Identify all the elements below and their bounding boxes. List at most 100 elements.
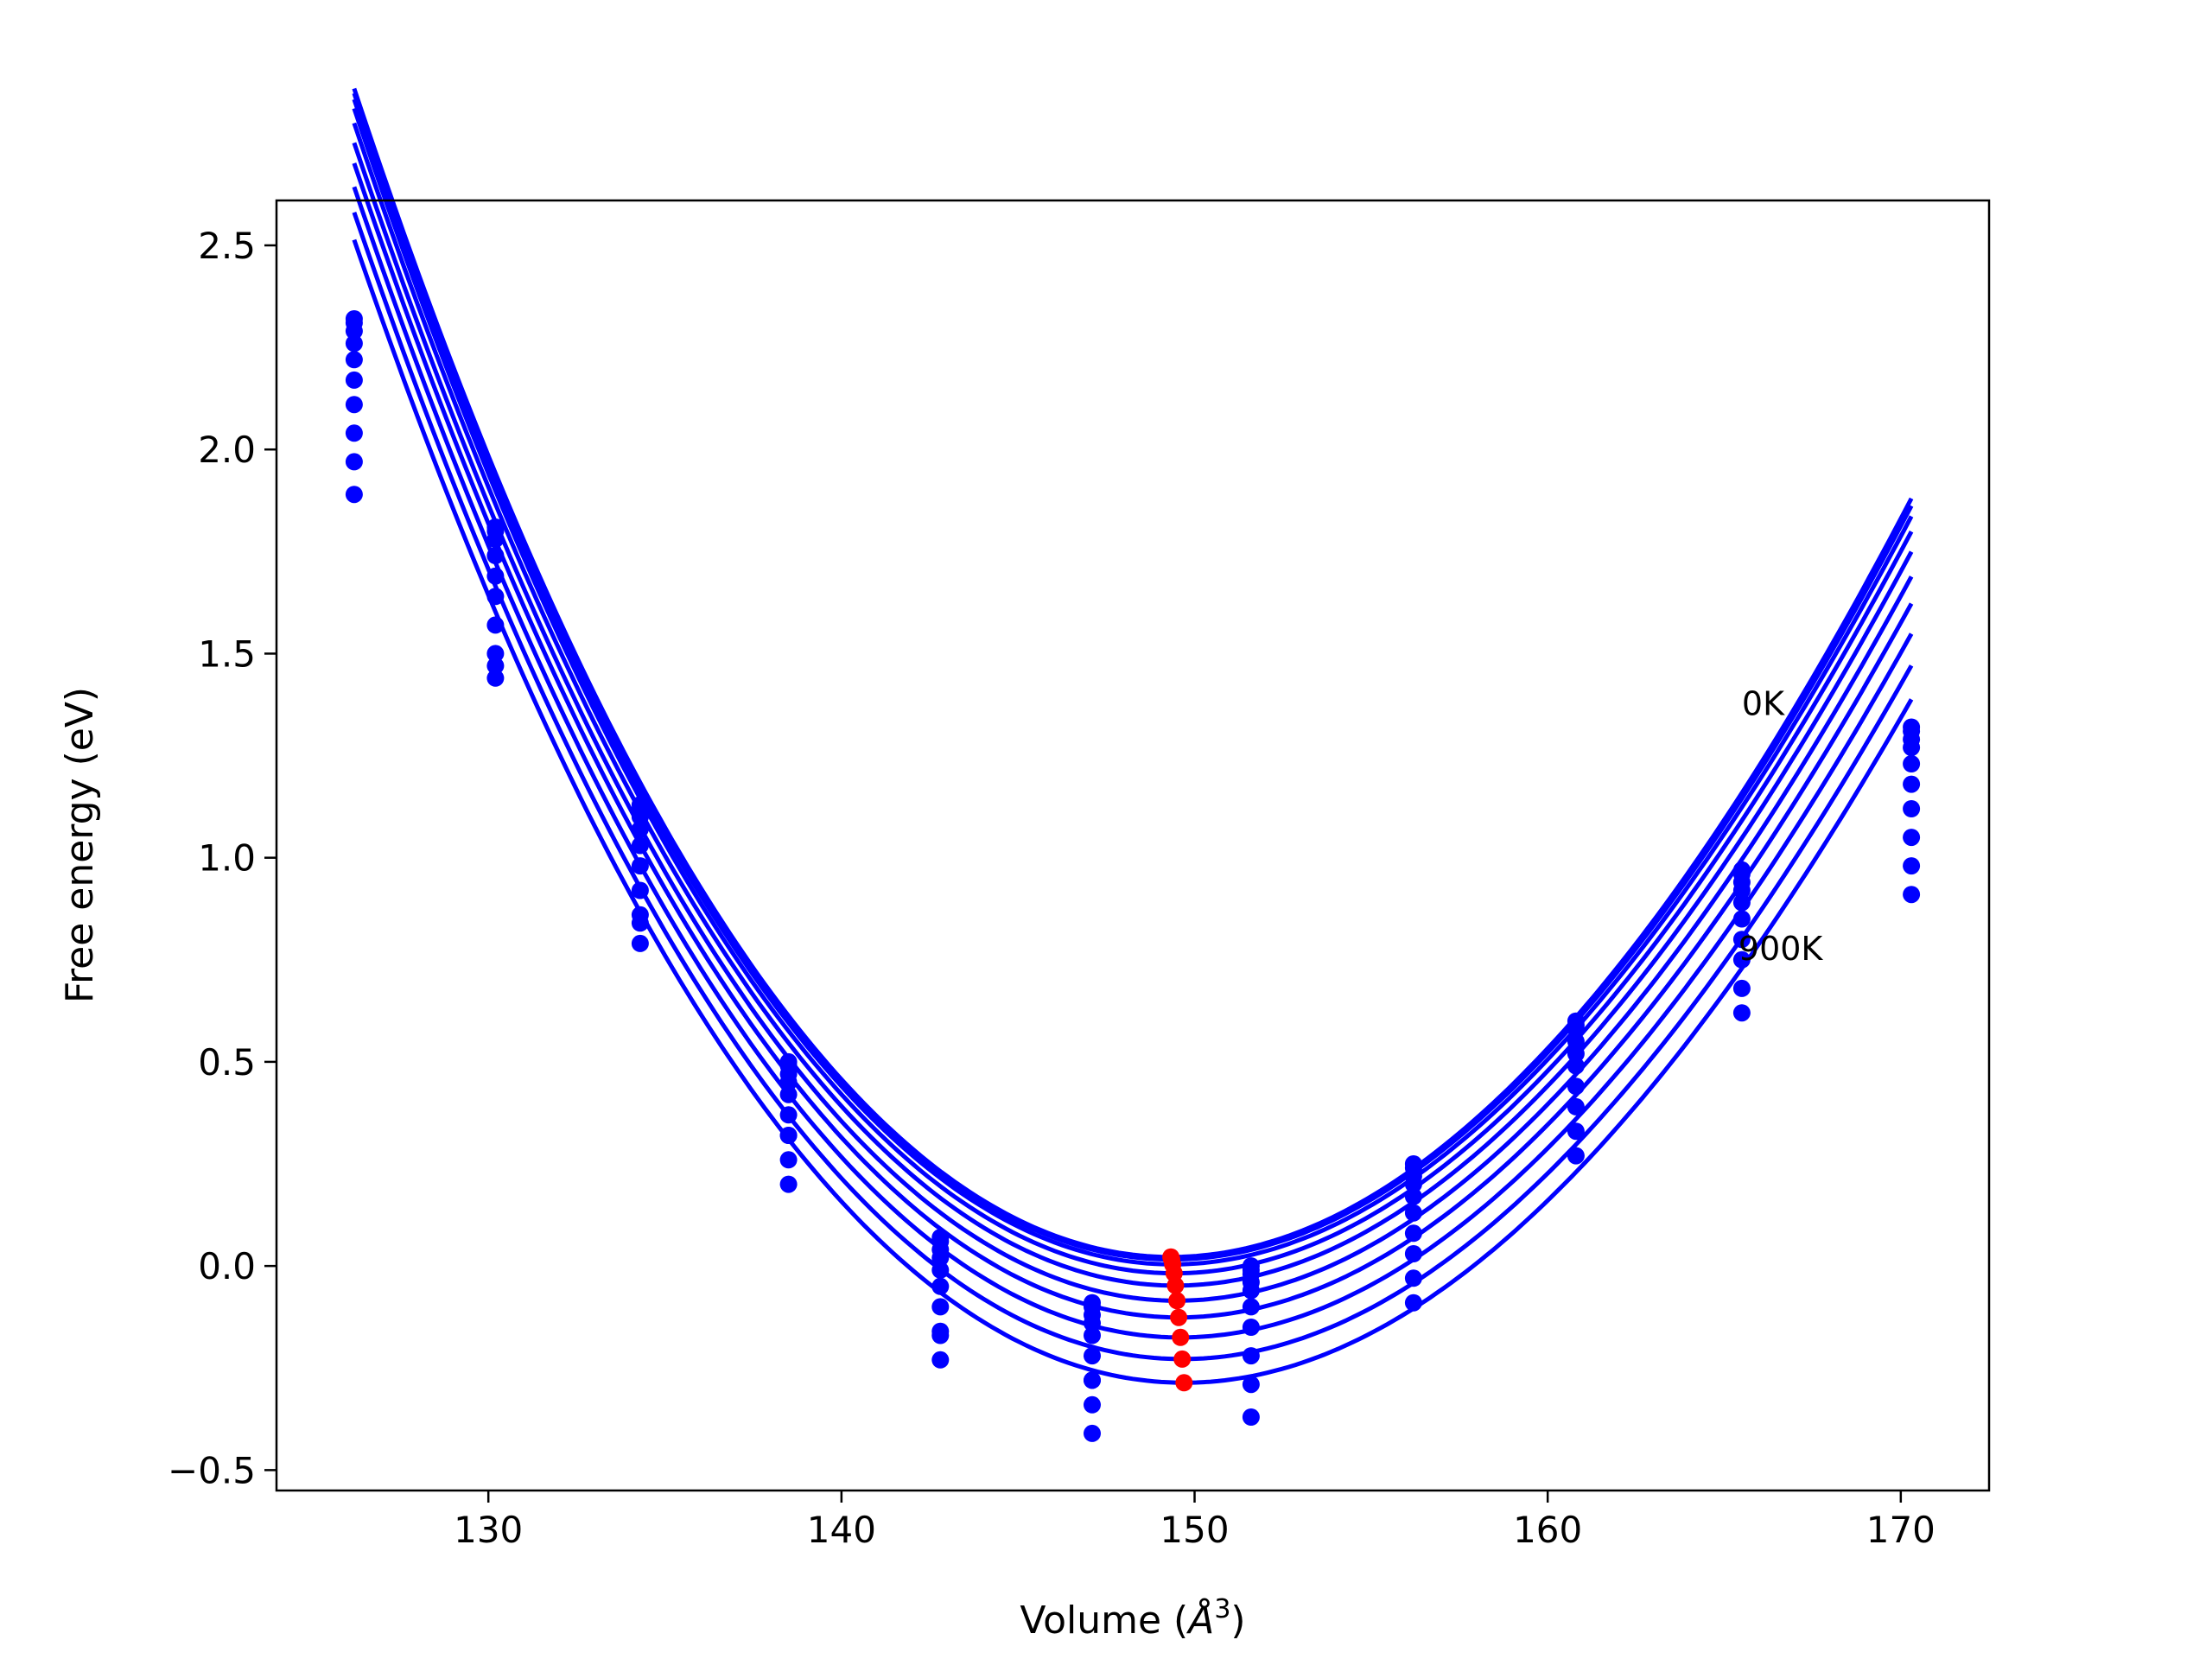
data-point (1567, 1122, 1585, 1141)
data-point (486, 669, 505, 687)
data-point (1567, 1045, 1585, 1063)
minimum-point (1166, 1276, 1185, 1294)
y-axis-label: Free energy (eV) (58, 687, 102, 1003)
data-point (631, 820, 649, 838)
data-point (631, 914, 649, 932)
y-axis-ticks: −0.5 0.0 0.5 1.0 1.5 2.0 2.5 (168, 225, 276, 1491)
data-point (1567, 1077, 1585, 1096)
minimum-point (1168, 1292, 1186, 1310)
x-axis-label-exponent: 3 (1214, 1594, 1230, 1624)
data-point (1732, 931, 1751, 949)
y-tick-label: 0.5 (198, 1041, 256, 1084)
x-tick-label: 160 (1513, 1509, 1582, 1551)
data-point (1903, 800, 1921, 817)
data-point (779, 1085, 798, 1103)
annotation-label: 900K (1738, 930, 1824, 968)
y-tick-label: 1.5 (198, 632, 256, 675)
data-point (931, 1277, 950, 1295)
fit-curve-8 (352, 211, 1914, 1362)
data-point (1404, 1175, 1422, 1193)
fit-curve-2 (352, 99, 1914, 1267)
data-point (1567, 1097, 1585, 1116)
y-tick-label: 1.0 (198, 837, 256, 880)
data-point (1732, 910, 1751, 928)
data-point (779, 1106, 798, 1124)
data-point (1903, 886, 1921, 904)
y-tick-label: −0.5 (168, 1449, 256, 1491)
data-point (345, 396, 363, 414)
fit-curve-7 (352, 186, 1914, 1340)
x-tick-label: 150 (1160, 1509, 1229, 1551)
minima-points (1162, 1248, 1193, 1392)
x-tick-label: 140 (807, 1509, 876, 1551)
data-point (1732, 979, 1751, 997)
data-point (931, 1326, 950, 1344)
data-point (486, 616, 505, 634)
x-axis-ticks: 130 140 150 160 170 (454, 1491, 1936, 1551)
data-point (1084, 1347, 1101, 1365)
data-point (1567, 1020, 1585, 1039)
data-point (1404, 1187, 1422, 1205)
data-point (1242, 1376, 1260, 1394)
plot-area (276, 200, 1989, 1491)
fit-curve-9 (352, 238, 1914, 1385)
data-point (931, 1261, 950, 1279)
data-point (631, 881, 649, 899)
data-point (931, 1298, 950, 1316)
data-point (1903, 739, 1921, 757)
data-point (486, 588, 505, 606)
data-point (779, 1073, 798, 1091)
data-point (1084, 1371, 1101, 1389)
y-tick-label: 0.0 (198, 1245, 256, 1287)
data-point (1404, 1224, 1422, 1243)
data-point (1242, 1319, 1260, 1336)
data-point (1242, 1281, 1260, 1300)
data-point (779, 1151, 798, 1169)
data-point (1242, 1408, 1260, 1426)
data-point (1404, 1204, 1422, 1222)
data-point (1903, 829, 1921, 847)
data-point (1732, 950, 1751, 969)
data-point (779, 1127, 798, 1144)
plot-frame (275, 199, 1991, 1492)
data-point (345, 371, 363, 389)
data-point (1404, 1245, 1422, 1262)
data-point (1732, 893, 1751, 912)
data-point (1242, 1298, 1260, 1316)
data-point (1732, 1004, 1751, 1022)
data-point (486, 547, 505, 564)
x-axis-label: Volume (Å3) (1020, 1594, 1245, 1643)
fit-curve-5 (352, 142, 1914, 1303)
data-point (1903, 775, 1921, 793)
data-point (631, 808, 649, 826)
data-point (931, 1249, 950, 1267)
x-tick-label: 170 (1866, 1509, 1936, 1551)
data-point (1084, 1395, 1101, 1414)
data-point (631, 836, 649, 855)
data-point (1084, 1326, 1101, 1344)
data-point (1567, 1057, 1585, 1075)
data-point (1404, 1294, 1422, 1312)
data-point (345, 486, 363, 504)
x-axis-label-unit: Å (1185, 1597, 1214, 1643)
minimum-point (1170, 1308, 1188, 1326)
data-point (1903, 857, 1921, 875)
y-tick-label: 2.0 (198, 429, 256, 471)
minimum-point (1172, 1328, 1190, 1346)
data-point (345, 334, 363, 353)
minimum-point (1175, 1374, 1193, 1392)
data-point (486, 531, 505, 549)
fit-curve-3 (352, 107, 1914, 1276)
data-point (486, 645, 505, 663)
data-point (486, 567, 505, 585)
data-point (345, 322, 363, 340)
annotations: 0K 900K (1738, 684, 1824, 968)
minimum-point (1173, 1350, 1192, 1368)
annotation-label: 0K (1742, 684, 1785, 722)
data-point (345, 453, 363, 471)
fit-curve-4 (352, 122, 1914, 1288)
data-point (931, 1351, 950, 1369)
data-points (345, 310, 1921, 1442)
data-point (631, 934, 649, 952)
